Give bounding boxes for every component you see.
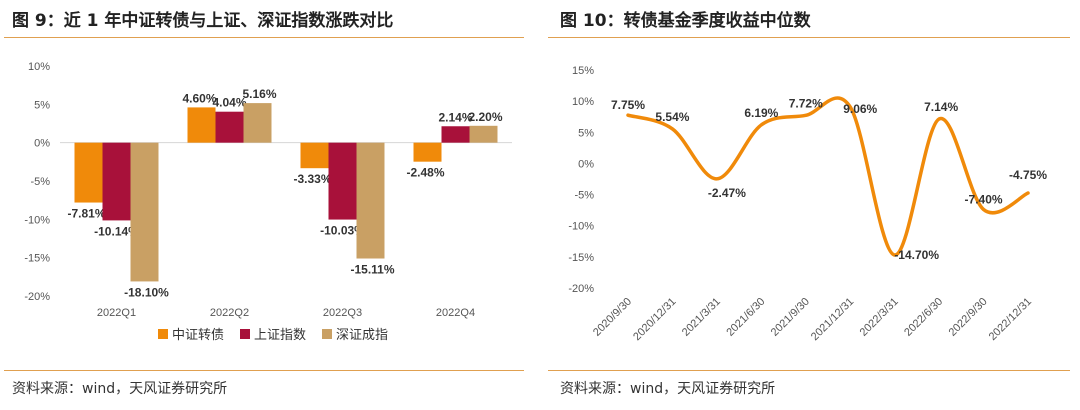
x-tick-label: 2022Q2 [210,307,249,319]
x-tick-label: 2022/3/31 [858,296,901,339]
data-label: -7.81% [67,207,105,221]
right-title-rule [548,37,1070,38]
data-label: 7.75% [611,98,645,112]
bar [130,142,159,282]
data-point [715,177,719,181]
data-label: -2.48% [406,166,444,180]
y-tick-label: 5% [34,99,50,111]
data-label: 5.16% [242,87,276,101]
data-label: -15.11% [350,263,394,277]
bar [102,142,131,221]
y-tick-label: -20% [24,291,50,303]
data-label: 4.60% [182,91,216,105]
x-tick-label: 2022/6/30 [902,296,945,339]
data-label: -4.75% [1009,168,1047,182]
legend-swatch [240,329,250,339]
data-label: -3.33% [293,172,331,186]
left-source-note: 资料来源：wind，天风证券研究所 [12,381,228,397]
right-source-note: 资料来源：wind，天风证券研究所 [560,381,776,397]
data-point [893,253,897,257]
x-tick-label: 2021/12/31 [809,296,856,343]
bar [243,103,272,143]
data-label: -10.03% [320,224,365,238]
y-tick-label: -5% [574,190,594,202]
data-label: 2.14% [438,110,472,124]
y-tick-label: -10% [568,221,594,233]
data-label: 7.14% [924,100,958,114]
x-tick-label: 2022/12/31 [987,296,1034,343]
data-label: -10.14% [94,224,139,238]
data-label: -18.10% [124,285,169,299]
data-point [1026,191,1030,195]
right-source-rule [548,370,1070,371]
data-label: 2.20% [468,110,502,124]
data-point [670,127,674,131]
data-point [982,208,986,212]
y-tick-label: -10% [24,214,50,226]
y-tick-label: 10% [28,61,50,73]
data-label: 6.19% [744,106,778,120]
x-tick-label: 2021/6/30 [724,296,767,339]
data-label: 9.06% [843,102,877,116]
bar [215,111,244,143]
right-figure-title: 图 10：转债基金季度收益中位数 [560,11,811,31]
data-point [937,117,941,121]
y-tick-label: -20% [568,283,594,295]
legend-label: 深证成指 [336,328,388,343]
line-chart: 15% 10% 5% 0% -5% -10% -15% -20% 7.75% 5.54% -2.47… [568,65,1047,343]
y-tick-label: 5% [578,127,594,139]
y-tick-label: -15% [24,253,50,265]
bar [441,126,470,143]
left-source-rule [4,370,524,371]
x-tick-label: 2022Q3 [323,307,362,319]
data-label: 4.04% [212,96,246,110]
data-label: -2.47% [708,186,746,200]
bar [413,142,442,162]
x-tick-label: 2022Q4 [436,307,475,319]
bar [469,125,498,143]
bar [74,142,103,203]
x-tick-label: 2022/9/30 [947,296,990,339]
legend-swatch [322,329,332,339]
data-point [848,105,852,109]
bar-chart: 10% 5% 0% -5% -10% -15% -20% 2022Q1 -7.81% -10.14… [24,61,512,343]
y-tick-label: 0% [34,138,50,150]
data-label: -14.70% [894,248,939,262]
data-label: 7.72% [789,96,823,110]
y-tick-label: 15% [572,65,594,77]
left-figure: 图 9：近 1 年中证转债与上证、深证指数涨跌对比 10% 5% 0% -5% -10%… [4,11,524,397]
bar [328,142,357,220]
bar [356,142,385,259]
left-figure-title: 图 9：近 1 年中证转债与上证、深证指数涨跌对比 [12,11,394,31]
data-point [759,123,763,127]
bar [300,142,329,169]
right-figure: 图 10：转债基金季度收益中位数 15% 10% 5% 0% -5% -10% -15% -2… [548,0,1080,410]
legend-swatch [158,329,168,339]
left-title-rule [4,37,524,38]
y-tick-label: -15% [568,252,594,264]
y-tick-label: -5% [30,176,50,188]
data-point [804,113,808,117]
x-tick-label: 2020/12/31 [631,296,678,343]
legend-label: 中证转债 [172,328,224,343]
y-tick-label: 10% [572,96,594,108]
x-tick-label: 2020/9/30 [591,296,634,339]
x-tick-label: 2021/3/31 [680,296,723,339]
bar [187,107,216,143]
data-label: 5.54% [655,110,689,124]
x-tick-label: 2021/9/30 [769,296,812,339]
data-point [626,113,630,117]
y-tick-label: 0% [578,158,594,170]
data-label: -7.40% [965,193,1003,207]
legend-label: 上证指数 [254,328,306,343]
x-tick-label: 2022Q1 [97,307,136,319]
